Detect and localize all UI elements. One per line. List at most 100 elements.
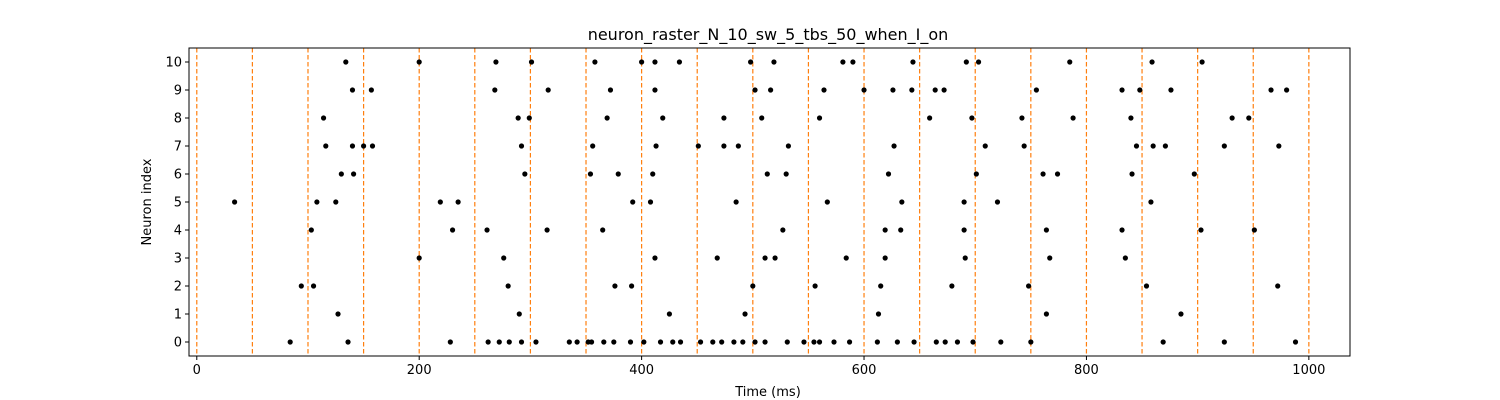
- spike-point: [933, 339, 939, 345]
- spike-point: [1276, 143, 1282, 149]
- spike-point: [496, 339, 502, 345]
- spike-point: [588, 339, 595, 345]
- spike-point: [962, 255, 968, 261]
- spike-point: [611, 339, 617, 345]
- spike-point: [780, 227, 786, 233]
- spike-point: [518, 339, 525, 345]
- spike-point: [742, 311, 748, 317]
- spike-point: [843, 255, 849, 261]
- spike-point: [455, 199, 461, 205]
- spike-point: [345, 339, 351, 345]
- spike-point: [533, 339, 539, 345]
- spike-markers: [231, 59, 1299, 345]
- spike-point: [890, 87, 896, 93]
- spike-point: [982, 143, 988, 149]
- spike-point: [516, 311, 522, 317]
- spike-point: [969, 115, 975, 121]
- x-tick-label: 400: [629, 363, 654, 378]
- spike-point: [349, 87, 356, 93]
- spike-point: [601, 339, 607, 345]
- spike-point: [733, 199, 739, 205]
- spike-point: [927, 115, 933, 121]
- spike-point: [961, 227, 967, 233]
- spike-point: [812, 283, 818, 289]
- spike-point: [874, 339, 880, 345]
- spike-point: [878, 283, 884, 289]
- spike-point: [368, 87, 374, 93]
- spike-point: [1150, 143, 1156, 149]
- spike-point: [506, 339, 512, 345]
- spike-point: [1148, 199, 1154, 205]
- spike-point: [333, 199, 339, 205]
- spike-point: [719, 339, 725, 345]
- spike-point: [1221, 339, 1227, 345]
- spike-point: [639, 59, 645, 65]
- spike-point: [759, 115, 765, 121]
- spike-point: [785, 143, 792, 149]
- spike-point: [894, 339, 900, 345]
- spike-point: [592, 59, 598, 65]
- spike-point: [600, 227, 606, 233]
- spike-point: [882, 255, 888, 261]
- spike-point: [590, 143, 596, 149]
- spike-point: [612, 283, 618, 289]
- spike-point: [752, 87, 758, 93]
- spike-point: [493, 59, 499, 65]
- spike-point: [607, 87, 614, 93]
- spike-point: [629, 283, 635, 289]
- spike-point: [1284, 87, 1290, 93]
- spike-point: [320, 115, 327, 121]
- spike-point: [714, 255, 720, 261]
- spike-point: [846, 339, 853, 345]
- spike-point: [731, 339, 737, 345]
- spike-point: [641, 339, 647, 345]
- spike-point: [811, 339, 817, 345]
- spike-point: [762, 339, 768, 345]
- spike-point: [735, 143, 741, 149]
- spike-point: [566, 339, 572, 345]
- spike-point: [526, 115, 532, 121]
- spike-point: [1251, 227, 1257, 233]
- spike-point: [449, 227, 456, 233]
- spike-point: [1054, 171, 1061, 177]
- spike-point: [676, 59, 683, 65]
- spike-point: [666, 311, 673, 317]
- spike-point: [360, 143, 367, 149]
- spike-point: [961, 199, 967, 205]
- spike-point: [1043, 311, 1050, 317]
- spike-point: [909, 87, 915, 93]
- spike-point: [518, 143, 525, 149]
- spike-point: [783, 171, 789, 177]
- spike-point: [323, 143, 329, 149]
- spike-point: [1191, 171, 1197, 177]
- spike-point: [1119, 87, 1125, 93]
- spike-point: [660, 115, 666, 121]
- spike-point: [831, 339, 837, 345]
- spike-point: [314, 199, 320, 205]
- spike-point: [695, 143, 701, 149]
- spike-point: [652, 255, 658, 261]
- spike-point: [369, 143, 376, 149]
- spike-point: [998, 339, 1004, 345]
- spike-point: [1040, 171, 1046, 177]
- spike-point: [1199, 59, 1205, 65]
- y-axis-label: Neuron index: [140, 158, 155, 245]
- spike-point: [963, 59, 969, 65]
- spike-point: [801, 339, 807, 345]
- spike-point: [544, 227, 550, 233]
- spike-point: [891, 143, 897, 149]
- spike-point: [485, 339, 491, 345]
- spike-point: [850, 59, 856, 65]
- spike-point: [747, 59, 754, 65]
- y-tick-label: 10: [165, 56, 182, 71]
- spike-point: [1047, 255, 1053, 261]
- spike-point: [1028, 339, 1034, 345]
- spike-point: [338, 171, 344, 177]
- spike-point: [885, 171, 892, 177]
- spike-point: [1133, 143, 1140, 149]
- spike-point: [1275, 283, 1281, 289]
- y-tick-label: 5: [174, 196, 182, 211]
- spike-point: [501, 255, 507, 261]
- spike-point: [899, 199, 905, 205]
- spike-point: [911, 339, 917, 345]
